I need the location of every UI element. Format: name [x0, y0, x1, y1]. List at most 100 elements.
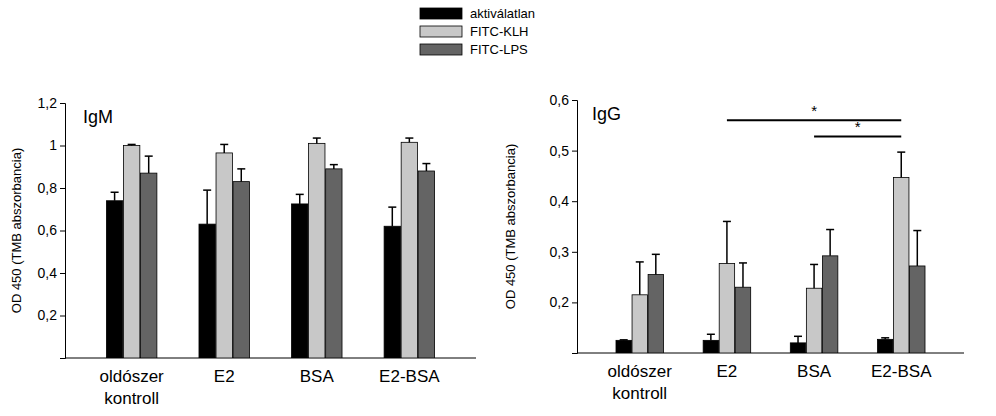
y-tick-label: 0,2 — [550, 294, 570, 310]
y-tick: 0,4 — [38, 265, 65, 281]
bar — [894, 177, 909, 353]
y-tick: 0,6 — [550, 92, 577, 108]
bar — [106, 201, 122, 358]
panel-title: IgG — [592, 104, 621, 124]
y-axis-line — [572, 101, 578, 354]
significance-line — [814, 135, 901, 137]
error-cap — [203, 189, 211, 191]
error-bar — [388, 207, 396, 226]
error-bar — [128, 144, 136, 145]
error-bar — [220, 144, 228, 153]
bar — [292, 204, 308, 358]
y-tick-label: 0,6 — [38, 222, 58, 238]
bar — [790, 343, 805, 353]
error-cap — [220, 144, 228, 146]
bar — [632, 295, 647, 353]
error-bar — [739, 263, 747, 287]
y-axis-line — [60, 104, 66, 359]
y-tick: 0,6 — [38, 222, 65, 238]
x-tick-label: oldószerkontroll — [100, 367, 165, 408]
y-tick-label: 0,4 — [550, 193, 570, 209]
x-tick-label: BSA — [300, 367, 335, 386]
error-stem — [726, 221, 728, 263]
error-cap — [810, 264, 818, 266]
error-stem — [206, 190, 208, 224]
y-tick-label: 0,2 — [38, 307, 58, 323]
x-tick-label: E2-BSA — [379, 367, 440, 386]
error-bar — [422, 164, 430, 171]
y-tick: 0,2 — [38, 307, 65, 323]
significance-label: * — [855, 118, 861, 135]
bar — [418, 171, 434, 358]
error-bar — [620, 339, 628, 341]
y-tick: 0,3 — [550, 244, 577, 260]
bar — [309, 143, 325, 358]
legend-swatch — [420, 26, 462, 37]
y-tick-mark — [572, 302, 577, 303]
error-bar — [826, 230, 834, 256]
bar — [822, 256, 837, 353]
error-stem — [148, 156, 150, 173]
error-cap — [330, 164, 338, 166]
panel: 0,2 0,3 0,4 0,5 0,6 OD 450 (TMB abszorbancia)… — [503, 92, 964, 403]
error-cap — [897, 151, 905, 153]
error-cap — [296, 194, 304, 196]
y-tick-mark — [572, 100, 577, 101]
bar — [326, 169, 342, 358]
error-cap — [128, 144, 136, 146]
y-tick-mark — [572, 151, 577, 152]
error-bar — [652, 254, 660, 274]
error-stem — [114, 192, 116, 201]
error-cap — [313, 137, 321, 139]
error-stem — [316, 138, 318, 143]
error-stem — [829, 230, 831, 256]
y-tick-mark — [60, 316, 65, 317]
bar — [384, 226, 400, 358]
error-cap — [652, 254, 660, 256]
y-tick: 0,8 — [38, 180, 65, 196]
y-tick-label: 1,2 — [38, 95, 58, 111]
bar — [401, 142, 417, 358]
x-tick-label: BSA — [797, 362, 832, 381]
error-stem — [299, 194, 301, 204]
error-cap — [422, 163, 430, 165]
panel-title: IgM — [83, 107, 113, 127]
error-bar — [723, 221, 731, 263]
y-tick-mark — [60, 188, 65, 189]
error-cap — [739, 262, 747, 264]
error-stem — [710, 334, 712, 340]
x-tick-label: E2 — [214, 367, 235, 386]
y-tick-mark — [60, 103, 65, 104]
error-bar — [111, 192, 119, 201]
error-cap — [826, 229, 834, 231]
bar — [703, 340, 718, 353]
x-tick-label: oldószerkontroll — [608, 362, 673, 403]
error-stem — [241, 169, 243, 182]
error-stem — [813, 264, 815, 288]
error-stem — [223, 144, 225, 153]
y-tick-label: 0,4 — [38, 265, 58, 281]
error-cap — [237, 168, 245, 170]
error-cap — [794, 336, 802, 338]
error-cap — [620, 339, 628, 341]
error-cap — [913, 230, 921, 232]
y-tick: 0,5 — [550, 143, 577, 159]
error-stem — [639, 262, 641, 295]
error-bar — [203, 190, 211, 224]
bar — [719, 263, 734, 353]
error-stem — [655, 254, 657, 274]
chart-root: 0,20,40,60,811,2OD 450 (TMB abszorbancia… — [0, 0, 996, 416]
error-bar — [636, 262, 644, 295]
y-tick-label: 0,3 — [550, 244, 570, 260]
bar — [877, 339, 892, 353]
y-tick-mark — [60, 231, 65, 232]
error-cap — [881, 337, 889, 339]
y-axis-title: OD 450 (TMB abszorbancia) — [503, 144, 518, 309]
error-bar — [913, 231, 921, 266]
legend: aktiválatlanFITC-KLHFITC-LPS — [420, 6, 535, 57]
error-cap — [405, 137, 413, 139]
error-cap — [707, 334, 715, 336]
y-tick-mark — [572, 201, 577, 202]
bar — [616, 340, 631, 353]
y-tick-mark — [60, 146, 65, 147]
